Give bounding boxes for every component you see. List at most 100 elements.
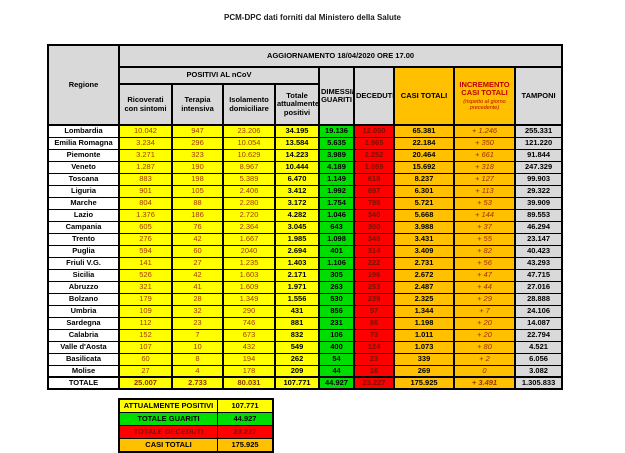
cell-totale-positivi: 2.694 xyxy=(274,244,320,258)
cell-totale-positivi: 13.584 xyxy=(274,136,320,150)
cell-ricoverati: 321 xyxy=(118,280,173,294)
region-name: Lombardia xyxy=(47,124,120,138)
table-body: Lombardia 10.042 947 23.206 34.195 19.136 12.0… xyxy=(47,124,564,390)
cell-casi-totali: 2.325 xyxy=(393,292,455,306)
table-row: Campania 605 76 2.364 3.045 643 300 3.988 + 37 46… xyxy=(47,220,564,234)
cell-terapia-intensiva: 323 xyxy=(171,148,224,162)
cell-totale-positivi: 881 xyxy=(274,316,320,330)
cell-terapia-intensiva: 42 xyxy=(171,268,224,282)
cell-casi-totali: 65.381 xyxy=(393,124,455,138)
region-name: Campania xyxy=(47,220,120,234)
cell-tamponi: 24.106 xyxy=(513,304,564,318)
region-name: Veneto xyxy=(47,160,120,174)
cell-isolamento: 290 xyxy=(222,304,276,318)
cell-incremento: + 661 xyxy=(453,148,516,162)
cell-isolamento: 2.280 xyxy=(222,196,276,210)
cell-deceduti: 253 xyxy=(353,280,395,294)
region-name: Molise xyxy=(47,364,120,378)
cell-incremento: + 55 xyxy=(453,232,516,246)
table-row: Sicilia 526 42 1.603 2.171 305 196 2.672 + 47 47.… xyxy=(47,268,564,282)
cell-isolamento: 432 xyxy=(222,340,276,354)
region-name: Emilia Romagna xyxy=(47,136,120,150)
cell-isolamento: 2.364 xyxy=(222,220,276,234)
cell-isolamento: 1.667 xyxy=(222,232,276,246)
cell-terapia-intensiva: 60 xyxy=(171,244,224,258)
cell-casi-totali: 1.073 xyxy=(393,340,455,354)
cell-isolamento: 178 xyxy=(222,364,276,378)
cell-totale-positivi: 3.172 xyxy=(274,196,320,210)
cell-tamponi: 47.715 xyxy=(513,268,564,282)
cell-deceduti: 86 xyxy=(353,316,395,330)
col-header-incremento: INCREMENTO CASI TOTALI (rispetto al gior… xyxy=(453,66,516,126)
cell-casi-totali: 339 xyxy=(393,352,455,366)
cell-dimessi-guariti: 263 xyxy=(318,280,355,294)
legend-row-casi-totali: CASI TOTALI 175.925 xyxy=(118,438,274,453)
col-header-deceduti: DECEDUTI xyxy=(353,66,395,126)
cell-incremento: + 7 xyxy=(453,304,516,318)
cell-dimessi-guariti: 44 xyxy=(318,364,355,378)
cell-casi-totali: 1.344 xyxy=(393,304,455,318)
cell-dimessi-guariti: 401 xyxy=(318,244,355,258)
legend-label: ATTUALMENTE POSITIVI xyxy=(118,398,218,413)
cell-isolamento: 2.720 xyxy=(222,208,276,222)
cell-casi-totali: 175.925 xyxy=(393,376,455,390)
cell-casi-totali: 5.721 xyxy=(393,196,455,210)
cell-terapia-intensiva: 2.733 xyxy=(171,376,224,390)
col-header-regione: Regione xyxy=(47,44,120,126)
cell-isolamento: 2.406 xyxy=(222,184,276,198)
cell-ricoverati: 1.287 xyxy=(118,160,173,174)
cell-tamponi: 43.293 xyxy=(513,256,564,270)
cell-dimessi-guariti: 5.635 xyxy=(318,136,355,150)
cell-incremento: + 47 xyxy=(453,268,516,282)
table-row: Toscana 883 198 5.389 6.470 1.149 618 8.237 + 12… xyxy=(47,172,564,186)
region-name: Umbria xyxy=(47,304,120,318)
region-name: Sicilia xyxy=(47,268,120,282)
cell-tamponi: 14.087 xyxy=(513,316,564,330)
cell-incremento: + 127 xyxy=(453,172,516,186)
cell-tamponi: 99.903 xyxy=(513,172,564,186)
cell-casi-totali: 20.464 xyxy=(393,148,455,162)
cell-incremento: + 82 xyxy=(453,244,516,258)
cell-casi-totali: 15.692 xyxy=(393,160,455,174)
cell-tamponi: 28.888 xyxy=(513,292,564,306)
cell-terapia-intensiva: 28 xyxy=(171,292,224,306)
cell-terapia-intensiva: 88 xyxy=(171,196,224,210)
table-row: Trento 276 42 1.667 1.985 1.098 348 3.431 + 55 23… xyxy=(47,232,564,246)
col-header-tamponi: TAMPONI xyxy=(513,66,564,126)
cell-terapia-intensiva: 296 xyxy=(171,136,224,150)
cell-totale-positivi: 10.444 xyxy=(274,160,320,174)
legend-label: TOTALE GUARITI xyxy=(118,412,218,426)
col-header-isolamento: Isolamento domiciliare xyxy=(222,83,276,126)
cell-tamponi: 22.794 xyxy=(513,328,564,342)
cell-deceduti: 618 xyxy=(353,172,395,186)
cell-totale-positivi: 2.171 xyxy=(274,268,320,282)
col-group-positivi: POSITIVI AL nCoV xyxy=(118,66,320,85)
cell-dimessi-guariti: 1.098 xyxy=(318,232,355,246)
cell-tamponi: 6.056 xyxy=(513,352,564,366)
table-row: Sardegna 112 23 746 881 231 86 1.198 + 20 14.087 xyxy=(47,316,564,330)
cell-incremento: + 1.246 xyxy=(453,124,516,138)
cell-incremento: + 29 xyxy=(453,292,516,306)
region-name: Piemonte xyxy=(47,148,120,162)
cell-terapia-intensiva: 105 xyxy=(171,184,224,198)
cell-totale-positivi: 14.223 xyxy=(274,148,320,162)
table-row: Veneto 1.287 190 8.967 10.444 4.189 1.059 15.69… xyxy=(47,160,564,174)
cell-tamponi: 91.844 xyxy=(513,148,564,162)
cell-totale-positivi: 3.045 xyxy=(274,220,320,234)
cell-isolamento: 5.389 xyxy=(222,172,276,186)
cell-incremento: + 53 xyxy=(453,196,516,210)
legend-value: 23.227 xyxy=(217,425,274,439)
cell-isolamento: 746 xyxy=(222,316,276,330)
cell-tamponi: 23.147 xyxy=(513,232,564,246)
cell-ricoverati: 605 xyxy=(118,220,173,234)
cell-casi-totali: 2.487 xyxy=(393,280,455,294)
cell-deceduti: 795 xyxy=(353,196,395,210)
legend-label: CASI TOTALI xyxy=(118,438,218,453)
cell-totale-positivi: 431 xyxy=(274,304,320,318)
table-row: Liguria 901 105 2.406 3.412 1.992 897 6.301 + 11… xyxy=(47,184,564,198)
cell-tamponi: 4.521 xyxy=(513,340,564,354)
legend-row-attualmente-positivi: ATTUALMENTE POSITIVI 107.771 xyxy=(118,398,274,413)
cell-dimessi-guariti: 400 xyxy=(318,340,355,354)
legend-label: TOTALE DECEDUTI xyxy=(118,425,218,439)
cell-deceduti: 1.059 xyxy=(353,160,395,174)
